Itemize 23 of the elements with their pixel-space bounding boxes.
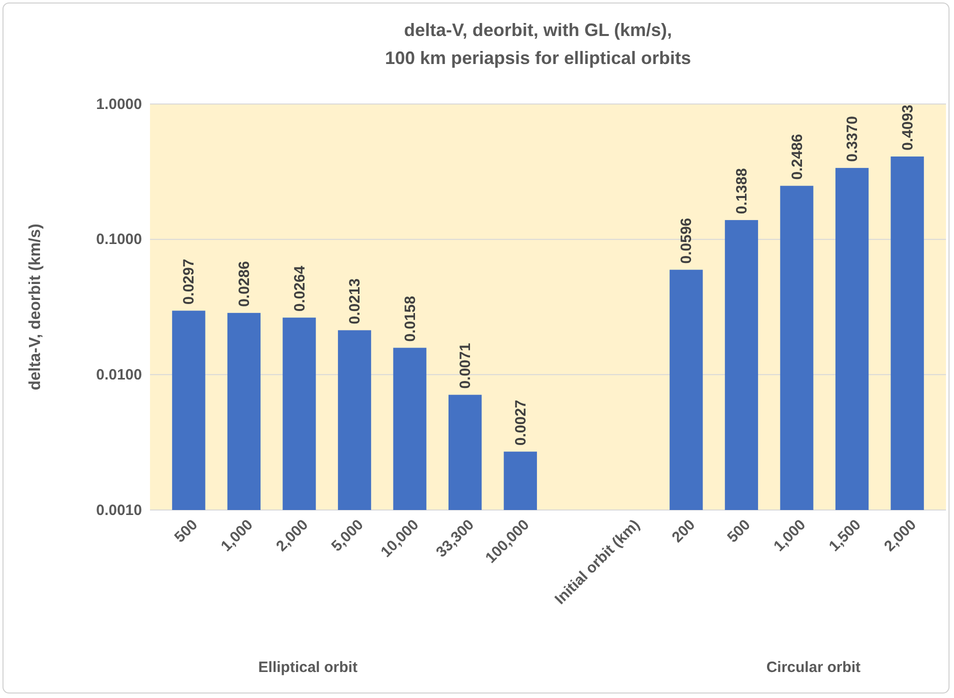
data-label: 0.0071 bbox=[457, 342, 474, 389]
data-label: 0.4093 bbox=[899, 104, 916, 151]
data-label: 0.0264 bbox=[291, 265, 308, 312]
x-tick-label: 500 bbox=[171, 516, 202, 546]
y-axis-title: delta-V, deorbit (km/s) bbox=[27, 224, 44, 390]
text: Circular orbit bbox=[766, 659, 861, 676]
data-label: 0.2486 bbox=[788, 134, 806, 180]
y-tick-label: 0.1000 bbox=[96, 231, 142, 248]
x-tick-label: 200 bbox=[668, 516, 699, 546]
y-tick-label: 1.0000 bbox=[96, 96, 142, 113]
data-label: 0.0596 bbox=[678, 218, 696, 264]
data-label: 0.0297 bbox=[180, 258, 198, 305]
chart-title: delta-V, deorbit, with GL (km/s), 100 km periapsis for elliptical orbits bbox=[384, 20, 692, 68]
y-tick-label: 0.0100 bbox=[96, 366, 142, 384]
data-label: 0.1388 bbox=[733, 168, 750, 214]
data-label: 0.0027 bbox=[512, 400, 530, 446]
y-tick-label: 0.0010 bbox=[96, 502, 142, 519]
text: Elliptical orbit bbox=[258, 659, 358, 676]
data-label: 0.3370 bbox=[844, 116, 862, 162]
data-label: 0.0286 bbox=[236, 261, 253, 307]
data-label: 0.0213 bbox=[346, 278, 364, 324]
x-tick-label: 500 bbox=[724, 516, 754, 546]
data-label: 0.0158 bbox=[402, 296, 419, 342]
